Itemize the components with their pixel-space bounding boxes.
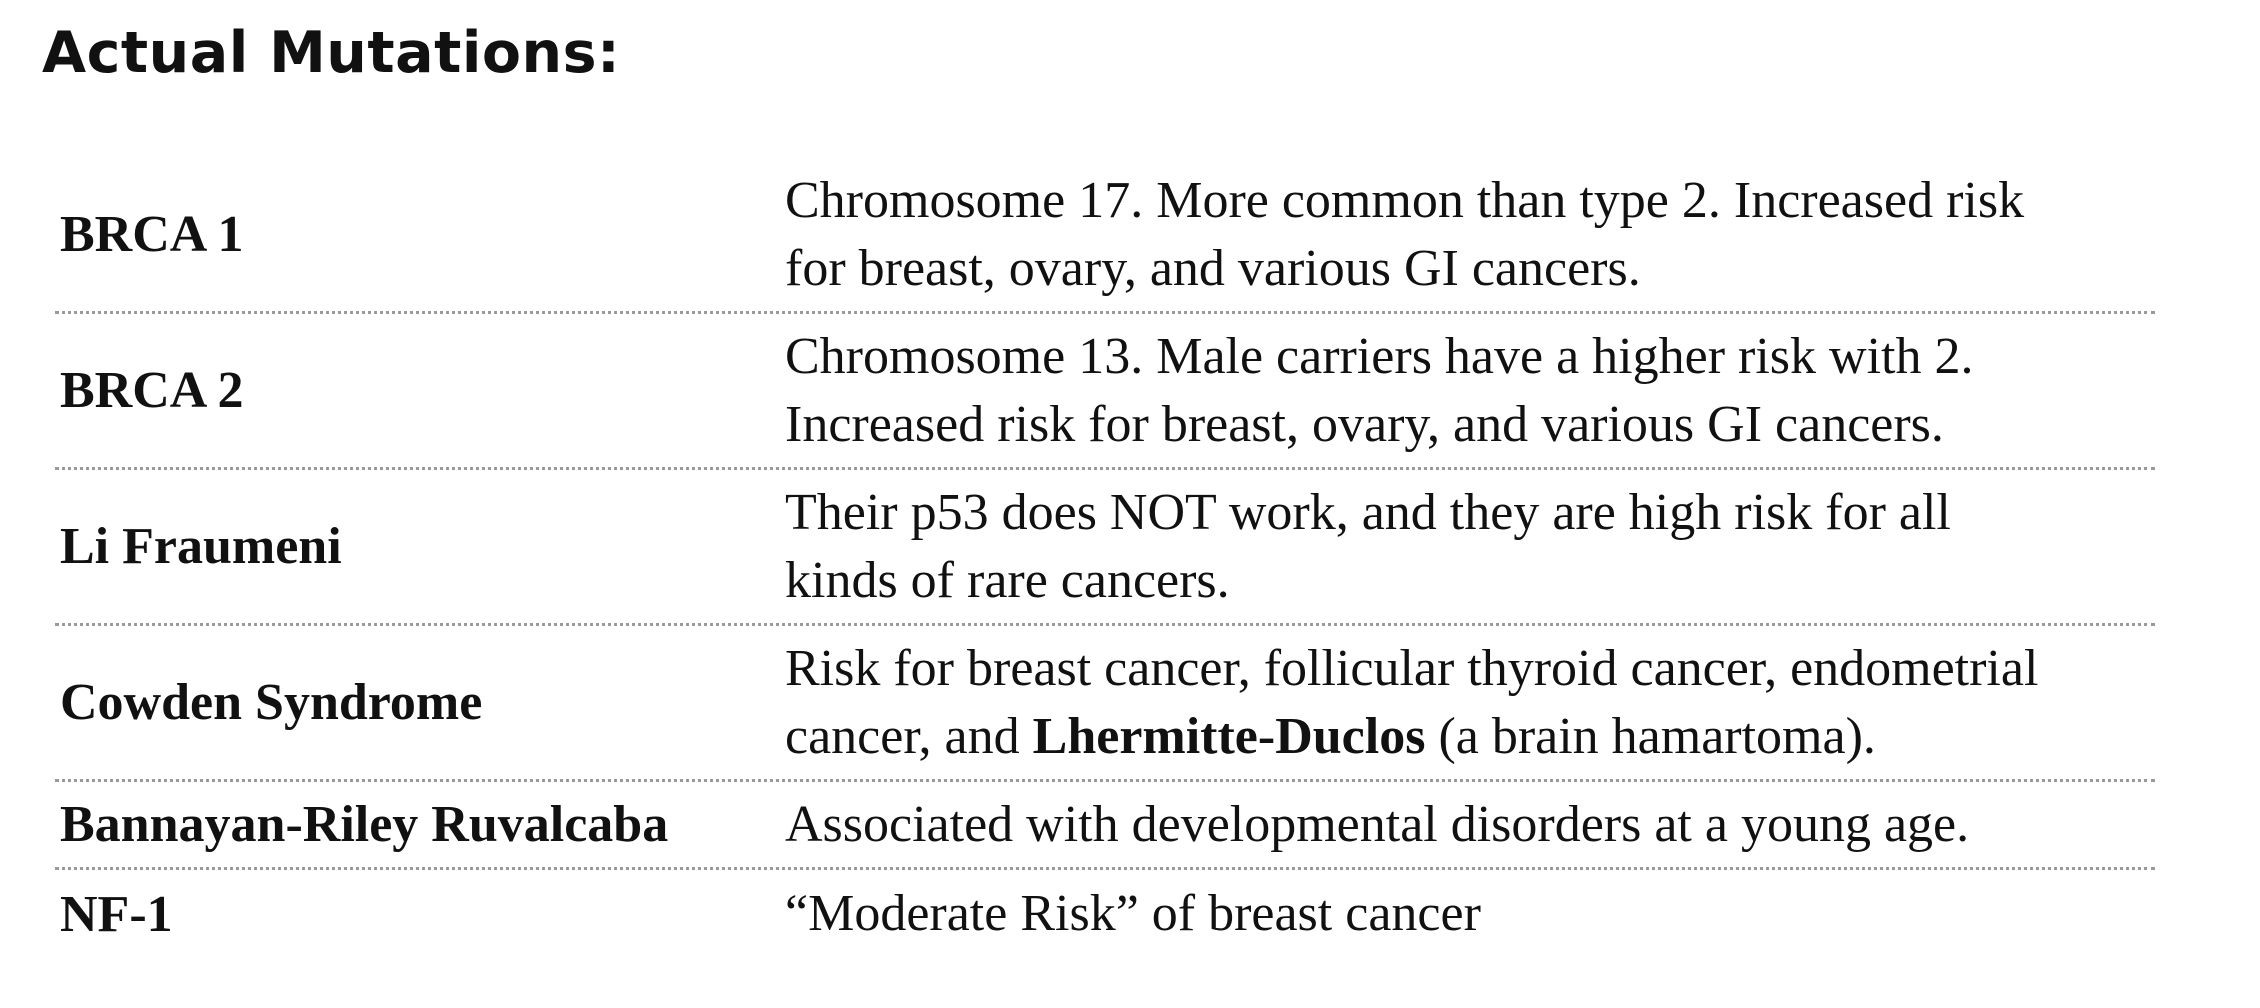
description-line: Associated with developmental disorders … — [785, 795, 1970, 853]
page-title: Actual Mutations: — [42, 20, 621, 86]
mutation-name: BRCA 2 — [60, 362, 244, 419]
description-line: Risk for breast cancer, follicular thyro… — [785, 639, 2039, 697]
mutation-description: Chromosome 13. Male carriers have a high… — [785, 323, 2155, 459]
mutation-name: BRCA 1 — [60, 206, 244, 263]
mutation-name: Cowden Syndrome — [60, 674, 483, 731]
mutation-description: Risk for breast cancer, follicular thyro… — [785, 635, 2155, 771]
highlighted-term: Lhermitte-Duclos — [1032, 707, 1426, 765]
description-line: Chromosome 13. Male carriers have a high… — [785, 327, 1974, 385]
mutation-description: Chromosome 17. More common than type 2. … — [785, 167, 2155, 303]
table-row: Li Fraumeni Their p53 does NOT work, and… — [55, 470, 2155, 626]
table-row: BRCA 1 Chromosome 17. More common than t… — [55, 158, 2155, 314]
description-line: Chromosome 17. More common than type 2. … — [785, 171, 2025, 229]
description-line: Increased risk for breast, ovary, and va… — [785, 395, 1944, 453]
description-text: cancer, and — [785, 707, 1033, 765]
mutations-table: BRCA 1 Chromosome 17. More common than t… — [55, 158, 2155, 958]
table-row: BRCA 2 Chromosome 13. Male carriers have… — [55, 314, 2155, 470]
mutation-description: Associated with developmental disorders … — [785, 791, 2155, 859]
mutation-name: Bannayan-Riley Ruvalcaba — [60, 796, 669, 853]
mutation-name: NF-1 — [60, 885, 173, 943]
table-row: Bannayan-Riley Ruvalcaba Associated with… — [55, 782, 2155, 870]
mutation-name: Li Fraumeni — [60, 518, 342, 575]
table-row: NF-1 “Moderate Risk” of breast cancer — [55, 870, 2155, 958]
description-line: kinds of rare cancers. — [785, 551, 1230, 609]
mutation-description: Their p53 does NOT work, and they are hi… — [785, 479, 2155, 615]
description-line: for breast, ovary, and various GI cancer… — [785, 239, 1641, 297]
description-line: “Moderate Risk” of breast cancer — [785, 885, 1481, 942]
mutation-description: “Moderate Risk” of breast cancer — [785, 880, 2155, 948]
description-line: Their p53 does NOT work, and they are hi… — [785, 483, 1951, 541]
description-line: cancer, and Lhermitte-Duclos (a brain ha… — [785, 703, 2155, 771]
table-row: Cowden Syndrome Risk for breast cancer, … — [55, 626, 2155, 782]
description-text: (a brain hamartoma). — [1425, 707, 1876, 765]
